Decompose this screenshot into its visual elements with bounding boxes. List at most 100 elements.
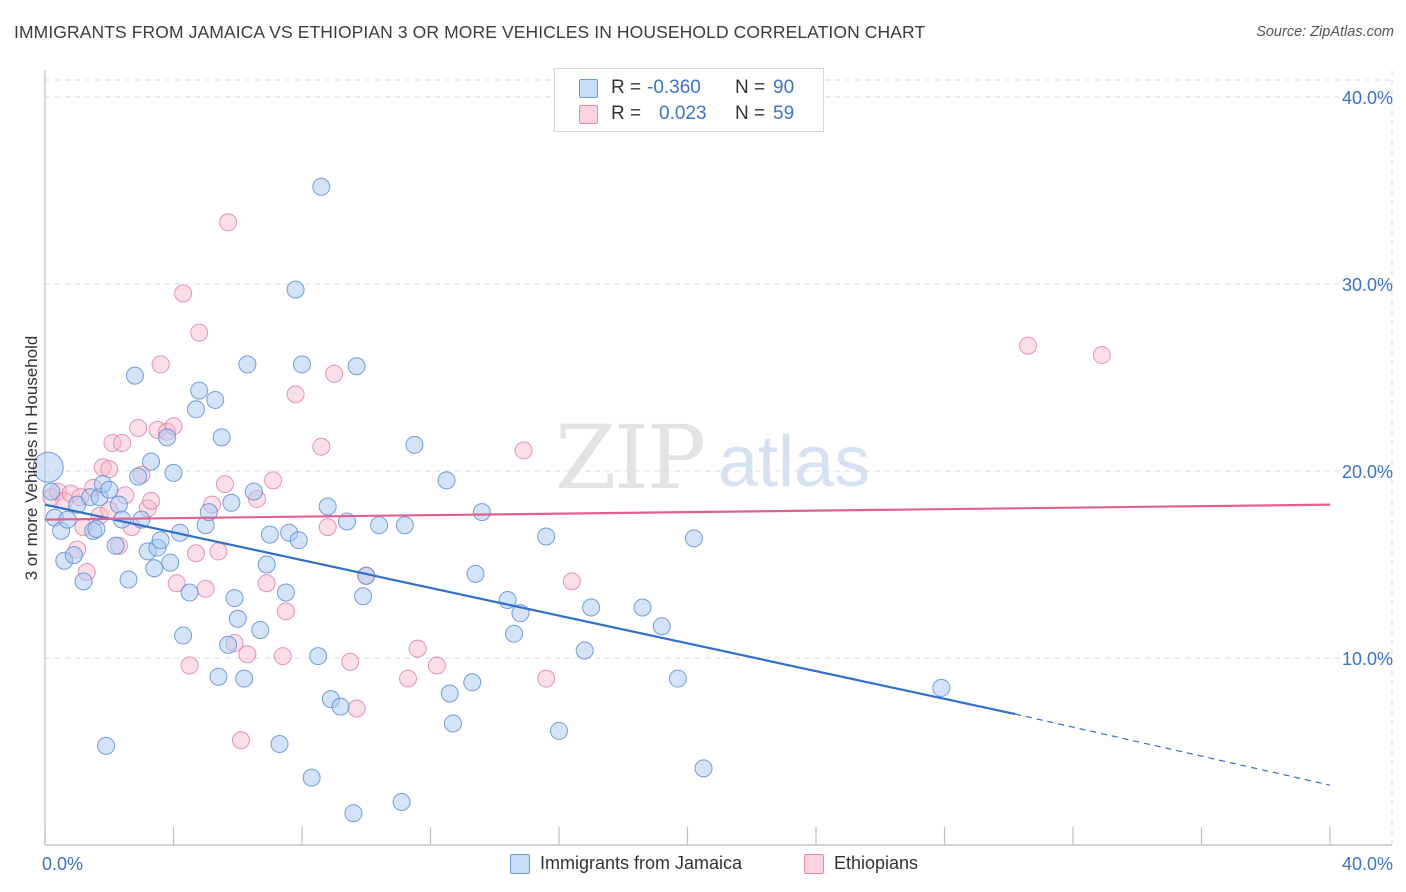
jamaica-point (257, 555, 276, 574)
ethiopians-point (215, 475, 234, 494)
jamaica-point (222, 493, 241, 512)
jamaica-point (370, 516, 389, 535)
jamaica-point (302, 768, 321, 787)
jamaica-points (32, 177, 951, 823)
ethiopians-point (113, 433, 132, 452)
jamaica-point (582, 598, 601, 617)
jamaica-point (270, 735, 289, 754)
jamaica-point (97, 736, 116, 755)
jamaica-point (251, 620, 270, 639)
jamaica-point (180, 583, 199, 602)
legend-n-label: N = (735, 77, 766, 98)
ethiopians-point (408, 639, 427, 658)
ethiopians-point (537, 669, 556, 688)
jamaica-point (472, 503, 491, 522)
jamaica-point (64, 546, 83, 565)
ethiopians-point (209, 542, 228, 561)
ethiopians-point (341, 652, 360, 671)
jamaica-point (119, 570, 138, 589)
jamaica-point (142, 452, 161, 471)
ethiopians-point (427, 656, 446, 675)
tick-labels: 10.0% 20.0% 30.0% 40.0% 0.0% 40.0% (42, 88, 1393, 874)
ethiopians-point (562, 572, 581, 591)
jamaica-point (164, 463, 183, 482)
jamaica-point (209, 667, 228, 686)
jamaica-point (87, 519, 106, 538)
ethiopians-point (151, 355, 170, 374)
jamaica-point (633, 598, 652, 617)
jamaica-point (312, 177, 331, 196)
jamaica-point (293, 355, 311, 374)
legend-label-jamaica: Immigrants from Jamaica (540, 853, 743, 873)
jamaica-point (42, 482, 61, 501)
jamaica-point (331, 697, 350, 716)
jamaica-point (437, 471, 456, 490)
jamaica-trend-line (44, 503, 1016, 716)
jamaica-point (286, 280, 305, 299)
legend-swatch-jamaica (510, 854, 530, 874)
trend-lines (44, 503, 1331, 786)
jamaica-point (238, 355, 257, 374)
jamaica-point (354, 587, 373, 606)
jamaica-point (405, 435, 424, 454)
ethiopians-point (180, 656, 199, 675)
jamaica-point (440, 684, 459, 703)
jamaica-point (106, 536, 125, 555)
legend-swatch-jamaica (579, 79, 598, 98)
ethiopians-point (129, 418, 148, 437)
ethiopians-point (1092, 346, 1111, 365)
watermark: ZIP atlas (555, 406, 870, 509)
y-axis-label: 3 or more Vehicles in Household (22, 335, 41, 581)
ethiopians-point (286, 385, 305, 404)
jamaica-point (466, 564, 485, 583)
ethiopians-point (196, 579, 215, 598)
jamaica-point (74, 572, 93, 591)
jamaica-point (32, 451, 64, 483)
jamaica-point (344, 804, 363, 823)
ethiopians-point (231, 731, 250, 750)
ethiopians-point (318, 518, 337, 537)
ethiopians-point (312, 437, 331, 456)
jamaica-trend-extension (1015, 713, 1331, 786)
jamaica-point (158, 428, 177, 447)
jamaica-point (505, 624, 524, 643)
jamaica-point (125, 366, 144, 385)
jamaica-point (151, 531, 170, 550)
jamaica-point (318, 497, 337, 516)
jamaica-point (219, 635, 238, 654)
legend-swatch-ethiopians (579, 105, 598, 124)
legend-label-ethiopians: Ethiopians (834, 853, 919, 873)
ethiopians-point (276, 602, 295, 621)
legend-r-value: 0.023 (659, 103, 707, 124)
legend-r-label: R = (611, 103, 642, 124)
ethiopians-point (238, 645, 257, 664)
jamaica-point (684, 529, 703, 548)
y-tick-label: 10.0% (1342, 649, 1393, 669)
ethiopians-point (325, 364, 344, 383)
watermark-atlas: atlas (718, 422, 870, 502)
jamaica-point (186, 400, 205, 419)
jamaica-point (392, 792, 411, 811)
jamaica-point (260, 525, 279, 544)
jamaica-point (347, 357, 366, 376)
y-tick-label: 40.0% (1342, 88, 1393, 108)
legend-r-label: R = (611, 77, 642, 98)
ethiopians-point (190, 323, 209, 342)
jamaica-point (463, 673, 482, 692)
legend-swatch-ethiopians (804, 854, 824, 874)
legend-n-value: 90 (773, 77, 795, 98)
jamaica-point (225, 589, 244, 608)
ethiopians-point (264, 471, 283, 490)
chart-title: IMMIGRANTS FROM JAMAICA VS ETHIOPIAN 3 O… (14, 22, 926, 42)
jamaica-point (145, 559, 164, 578)
jamaica-point (575, 641, 594, 660)
watermark-zip: ZIP (555, 406, 704, 509)
jamaica-point (694, 759, 713, 778)
ethiopians-point (100, 460, 119, 479)
ethiopians-point (186, 544, 205, 563)
jamaica-point (668, 669, 687, 688)
stats-legend: R = -0.360 N = 90 R = 0.023 N = 59 (554, 68, 824, 132)
jamaica-point (109, 495, 128, 514)
ethiopians-point (347, 699, 366, 718)
